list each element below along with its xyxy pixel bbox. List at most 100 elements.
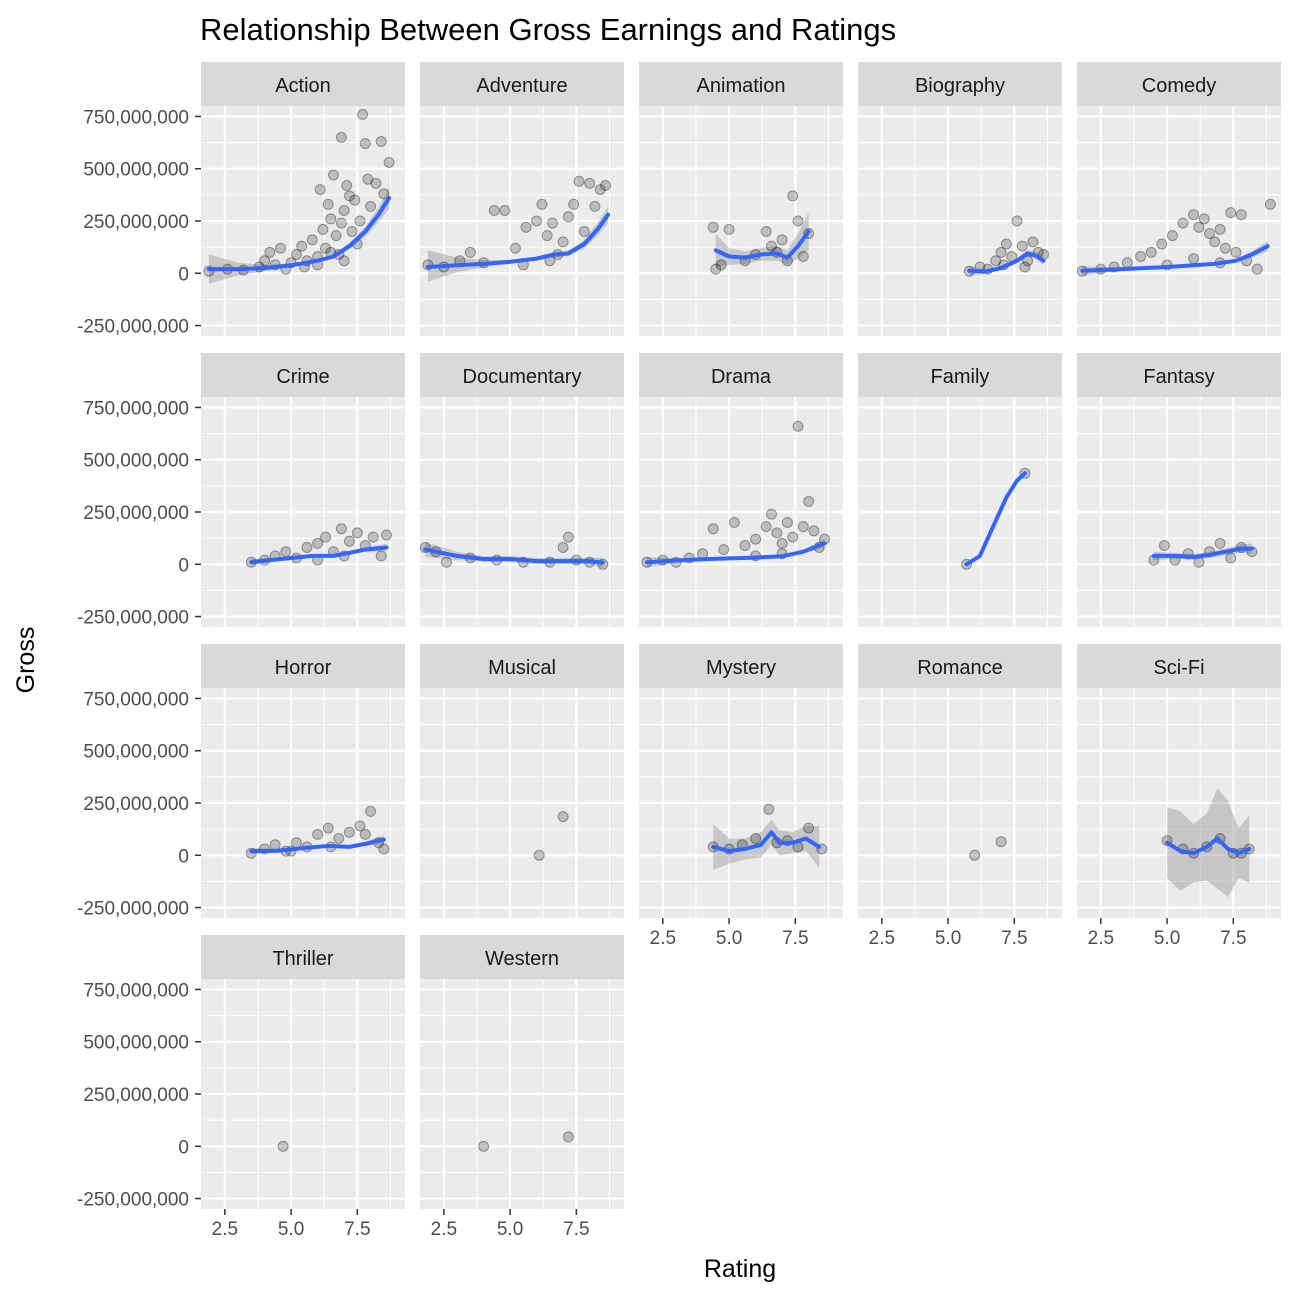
facet-crime: Crime -250,000,000 0 250,000,000 500,000,000… — [77, 353, 405, 629]
data-point — [335, 217, 347, 229]
data-point — [766, 240, 777, 252]
facet-label: Mystery — [706, 657, 776, 679]
data-point — [333, 833, 345, 844]
x-tick-label: 7.5 — [1220, 928, 1246, 949]
data-point — [1204, 228, 1215, 239]
data-point — [562, 1131, 574, 1143]
x-tick-label: 2.5 — [650, 928, 676, 949]
facet-biography: Biography — [858, 62, 1062, 336]
y-tick-label: -250,000,000 — [77, 899, 189, 920]
data-point — [441, 556, 452, 568]
data-point — [277, 1140, 289, 1152]
data-point — [1214, 537, 1226, 549]
data-point — [1264, 198, 1276, 210]
data-point — [343, 826, 355, 838]
panel-data — [969, 836, 1007, 861]
smooth-line — [425, 212, 611, 269]
y-tick-label: 0 — [178, 555, 189, 576]
data-point — [787, 190, 799, 202]
data-point — [343, 535, 355, 547]
data-point — [776, 234, 788, 246]
data-point — [792, 215, 804, 227]
data-point — [1145, 246, 1157, 258]
data-point — [335, 131, 347, 143]
data-point — [275, 242, 286, 254]
data-point — [359, 138, 371, 150]
facet-family: Family — [858, 353, 1062, 627]
data-point — [536, 198, 548, 210]
data-point — [375, 550, 387, 562]
data-point — [375, 136, 387, 147]
data-point — [760, 521, 772, 533]
y-tick-label: 750,000,000 — [83, 980, 189, 1001]
data-point — [578, 226, 590, 237]
facet-strip — [1077, 62, 1281, 106]
x-tick-label: 2.5 — [1088, 928, 1114, 949]
data-point — [312, 828, 324, 840]
data-point — [600, 180, 611, 191]
data-point — [803, 822, 815, 834]
y-tick-label: -250,000,000 — [77, 1190, 189, 1211]
data-point — [531, 215, 543, 227]
facet-comedy: Comedy — [1077, 62, 1281, 336]
data-point — [1166, 230, 1178, 242]
data-point — [557, 542, 569, 553]
facet-animation: Animation — [639, 62, 843, 336]
smooth-line — [1080, 244, 1270, 273]
data-point — [533, 849, 545, 861]
data-point — [1011, 215, 1023, 227]
panel-data — [963, 215, 1049, 277]
data-point — [803, 496, 815, 507]
data-point — [1209, 236, 1221, 248]
data-point — [335, 523, 347, 535]
facet-strip — [639, 644, 843, 688]
data-point — [349, 194, 361, 206]
data-point — [990, 255, 1002, 267]
data-point — [383, 157, 395, 168]
data-point — [562, 211, 574, 223]
confidence-ribbon — [713, 819, 820, 870]
data-point — [568, 198, 580, 210]
y-tick-label: 0 — [178, 264, 189, 285]
panel-data — [533, 811, 569, 861]
facet-label: Musical — [488, 657, 556, 679]
data-point — [341, 180, 353, 191]
panel-data — [422, 175, 611, 282]
data-point — [359, 828, 371, 840]
data-point — [280, 546, 292, 558]
data-point — [760, 226, 772, 237]
panel-data — [245, 523, 392, 568]
data-point — [322, 822, 334, 834]
facet-romance: Romance 2.5 5.0 7.5 — [858, 644, 1062, 949]
data-point — [763, 803, 775, 815]
x-axis-title: Rating — [704, 1255, 776, 1283]
panel-data — [641, 420, 830, 568]
facet-strip — [201, 353, 405, 397]
facet-documentary: Documentary — [420, 353, 624, 627]
data-point — [378, 188, 390, 200]
facet-label: Fantasy — [1143, 366, 1214, 388]
data-point — [1219, 242, 1231, 254]
chart-title: Relationship Between Gross Earnings and … — [200, 12, 896, 47]
data-point — [1158, 540, 1170, 551]
panel-data — [277, 1140, 289, 1152]
data-point — [320, 242, 331, 254]
data-point — [464, 246, 476, 258]
smooth-line — [967, 251, 1046, 274]
y-tick-label: 500,000,000 — [83, 742, 189, 763]
data-point — [1121, 257, 1133, 269]
data-point — [343, 190, 355, 202]
facet-label: Documentary — [463, 366, 582, 388]
data-point — [357, 108, 369, 120]
y-tick-label: 250,000,000 — [83, 794, 189, 815]
x-tick-label: 5.0 — [278, 1219, 304, 1240]
data-point — [1177, 217, 1189, 229]
data-point — [1251, 263, 1263, 275]
panel-data — [420, 531, 609, 570]
panel-data — [478, 1131, 574, 1152]
data-point — [792, 420, 804, 432]
data-point — [808, 525, 820, 537]
x-tick-label: 2.5 — [212, 1219, 238, 1240]
data-point — [317, 223, 329, 235]
facet-strip — [858, 644, 1062, 688]
